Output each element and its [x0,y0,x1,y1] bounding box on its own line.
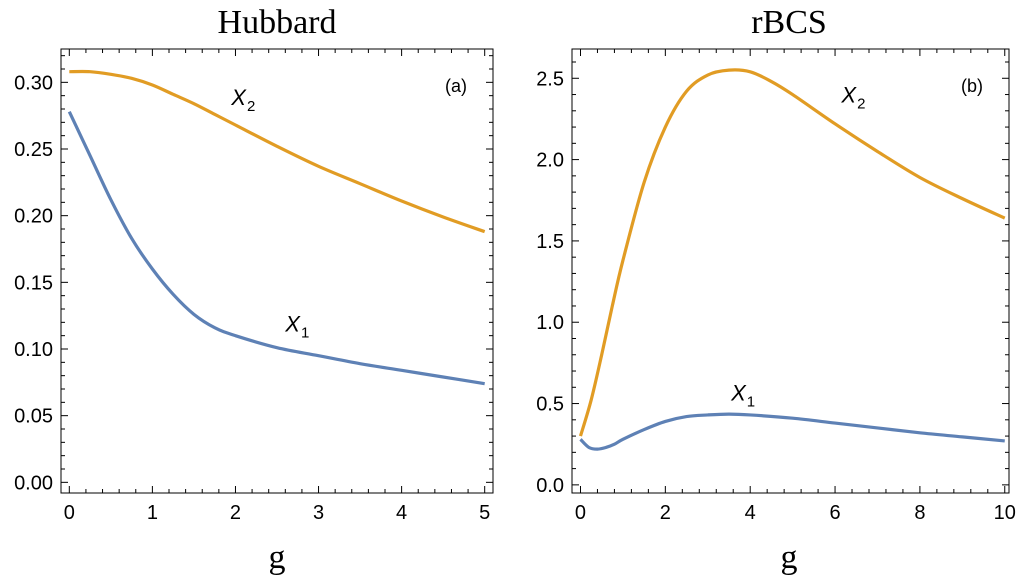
x-tick-label: 3 [313,502,324,524]
series-label-text: X [230,85,247,110]
x-tick-label: 4 [396,502,407,524]
y-tick-label: 0.5 [536,394,564,416]
panel-label: (a) [445,76,467,96]
x-tick-label: 10 [994,502,1016,524]
y-tick-label: 2.0 [536,150,564,172]
x-tick-label: 1 [147,502,158,524]
series-label-subscript: 1 [301,325,309,342]
series-label-subscript: 2 [247,98,255,115]
chart-title: rBCS [751,4,827,41]
series-label-x1: X1 [730,380,755,410]
panel-label: (b) [961,76,983,96]
y-tick-label: 0.05 [14,406,53,428]
y-tick-label: 1.5 [536,231,564,253]
y-tick-label: 0.30 [14,72,53,94]
x-tick-label: 4 [745,502,756,524]
x-tick-label: 5 [479,502,490,524]
x-tick-label: 2 [230,502,241,524]
x-tick-label: 0 [575,502,586,524]
series-line-x1 [579,412,1005,451]
series-label-x1: X1 [284,312,309,342]
series-label-subscript: 1 [747,393,755,410]
x-tick-label: 6 [829,502,840,524]
plot-frame [60,48,494,494]
x-axis-label: g [269,539,286,576]
series-label-x2: X2 [230,85,255,115]
plot-frame [571,48,1010,494]
chart-title: Hubbard [218,4,337,41]
series-label-text: X [730,380,747,405]
chart-panel-a: Hubbard 0 1 2 3 4 5 0.00 0.05 0.10 0.15 0.20 0.25 0.3… [14,4,494,576]
series-line-x1 [67,110,485,386]
y-tick-label: 1.0 [536,312,564,334]
series-label-x2: X2 [840,83,865,113]
x-tick-label: 2 [660,502,671,524]
series-label-subscript: 2 [857,96,865,113]
x-axis-label: g [781,539,798,576]
y-tick-label: 2.5 [536,68,564,90]
series-label-text: X [284,312,301,337]
y-tick-label: 0.15 [14,272,53,294]
x-tick-label: 8 [914,502,925,524]
series-line-x2 [69,69,486,234]
series-line-x2 [578,68,1006,437]
y-tick-label: 0.20 [14,206,53,228]
x-tick-label: 0 [64,502,75,524]
y-tick-label: 0.00 [14,472,53,494]
series-label-text: X [840,83,857,108]
y-tick-label: 0.0 [536,475,564,497]
y-tick-label: 0.25 [14,139,53,161]
y-tick-label: 0.10 [14,339,53,361]
